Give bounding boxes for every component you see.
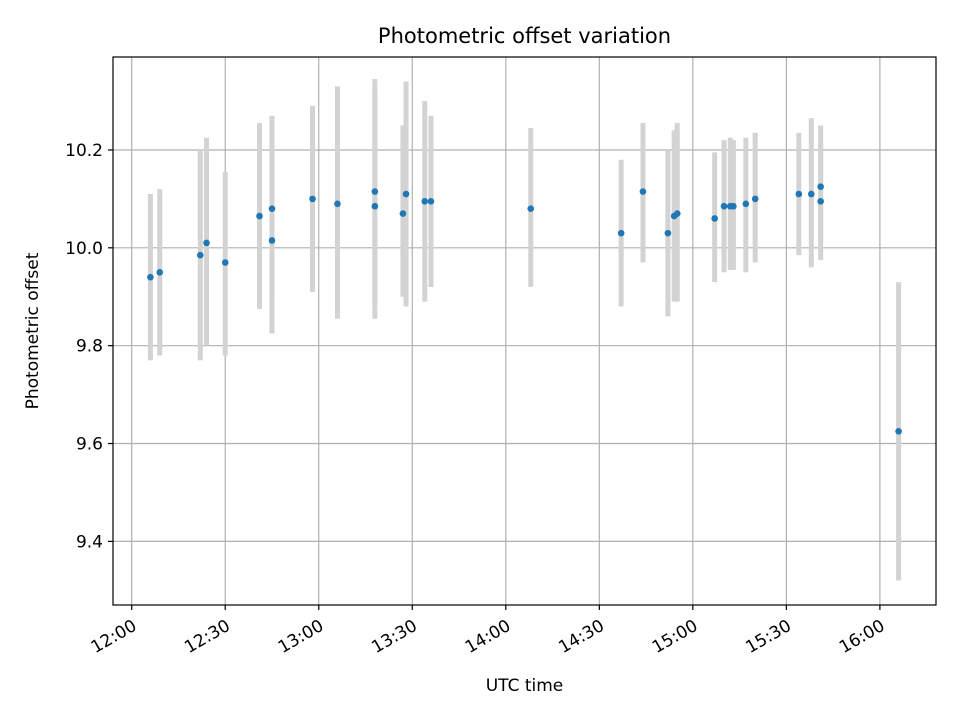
plot-frame (112, 56, 937, 606)
data-point (203, 239, 210, 247)
data-point (742, 200, 750, 208)
data-point (268, 205, 276, 212)
data-point (147, 273, 154, 281)
data-point (309, 195, 316, 203)
data-point (334, 200, 341, 208)
data-point (664, 229, 672, 237)
data-point (196, 251, 204, 259)
y-tick-label: 10.2 (65, 141, 103, 161)
data-point (895, 428, 902, 435)
data-point (730, 202, 737, 210)
y-tick-label: 10.0 (65, 239, 103, 259)
data-point (720, 202, 728, 210)
y-tick-label: 9.6 (76, 435, 103, 455)
data-point (617, 229, 625, 237)
point-layer (147, 183, 902, 435)
data-point (421, 198, 429, 205)
data-point (817, 198, 824, 205)
data-point (817, 183, 824, 190)
y-tick-label: 9.8 (76, 337, 103, 357)
chart-title: Photometric offset variation (378, 24, 671, 48)
data-point (751, 195, 759, 203)
data-point (808, 190, 815, 198)
data-point (527, 205, 535, 212)
data-point (399, 210, 407, 217)
data-point (427, 198, 435, 205)
data-point (268, 237, 276, 244)
data-point (221, 259, 229, 266)
x-axis-label: UTC time (486, 676, 564, 696)
data-point (711, 215, 718, 222)
data-point (673, 210, 681, 217)
grid-layer (113, 57, 936, 605)
data-point (156, 268, 164, 276)
y-tick-label: 9.4 (76, 532, 103, 552)
data-point (795, 190, 803, 198)
data-point (371, 188, 379, 195)
data-point (371, 202, 379, 210)
y-axis: 9.4 9.6 9.8 10.0 10.2 (65, 141, 113, 552)
data-point (402, 190, 410, 198)
y-axis-label: Photometric offset (23, 252, 43, 409)
data-point (256, 212, 263, 220)
data-point (639, 188, 647, 195)
